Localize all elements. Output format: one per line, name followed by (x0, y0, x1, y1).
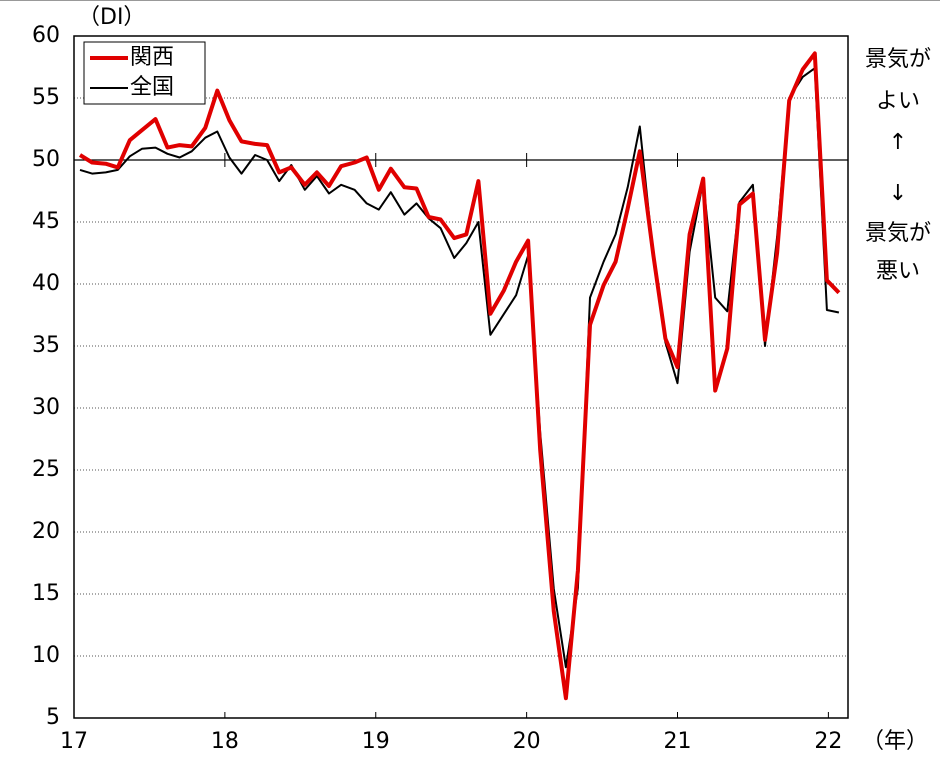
x-tick-label: 17 (60, 729, 88, 754)
series-line (79, 67, 840, 669)
y-axis-label: （DI） (78, 5, 145, 30)
y-tick-label: 15 (32, 581, 60, 606)
y-tick-label: 40 (32, 271, 60, 296)
x-axis-label: （年） (862, 729, 928, 754)
y-tick-label: 20 (32, 519, 60, 544)
y-tick-label: 10 (32, 643, 60, 668)
annotation: ↑ (889, 130, 907, 155)
annotation: よい (876, 89, 920, 114)
y-tick-label: 25 (32, 457, 60, 482)
plot-frame (73, 35, 849, 719)
y-tick-label: 30 (32, 395, 60, 420)
annotation: 景気が (865, 47, 931, 72)
x-tick-label: 22 (814, 729, 842, 754)
x-tick-label: 21 (664, 729, 692, 754)
annotation: 悪い (876, 259, 920, 284)
y-tick-label: 60 (32, 23, 60, 48)
annotation: ↓ (889, 181, 907, 206)
annotation: 景気が (865, 221, 931, 246)
series-line (78, 51, 841, 701)
legend-label: 全国 (130, 75, 174, 100)
y-tick-label: 5 (46, 705, 60, 730)
y-tick-label: 45 (32, 209, 60, 234)
y-tick-label: 50 (32, 147, 60, 172)
y-tick-label: 35 (32, 333, 60, 358)
legend-box (83, 41, 206, 105)
x-tick-label: 18 (211, 729, 239, 754)
y-tick-label: 55 (32, 85, 60, 110)
legend-label: 関西 (130, 45, 174, 70)
x-tick-label: 19 (362, 729, 390, 754)
x-tick-label: 20 (513, 729, 541, 754)
